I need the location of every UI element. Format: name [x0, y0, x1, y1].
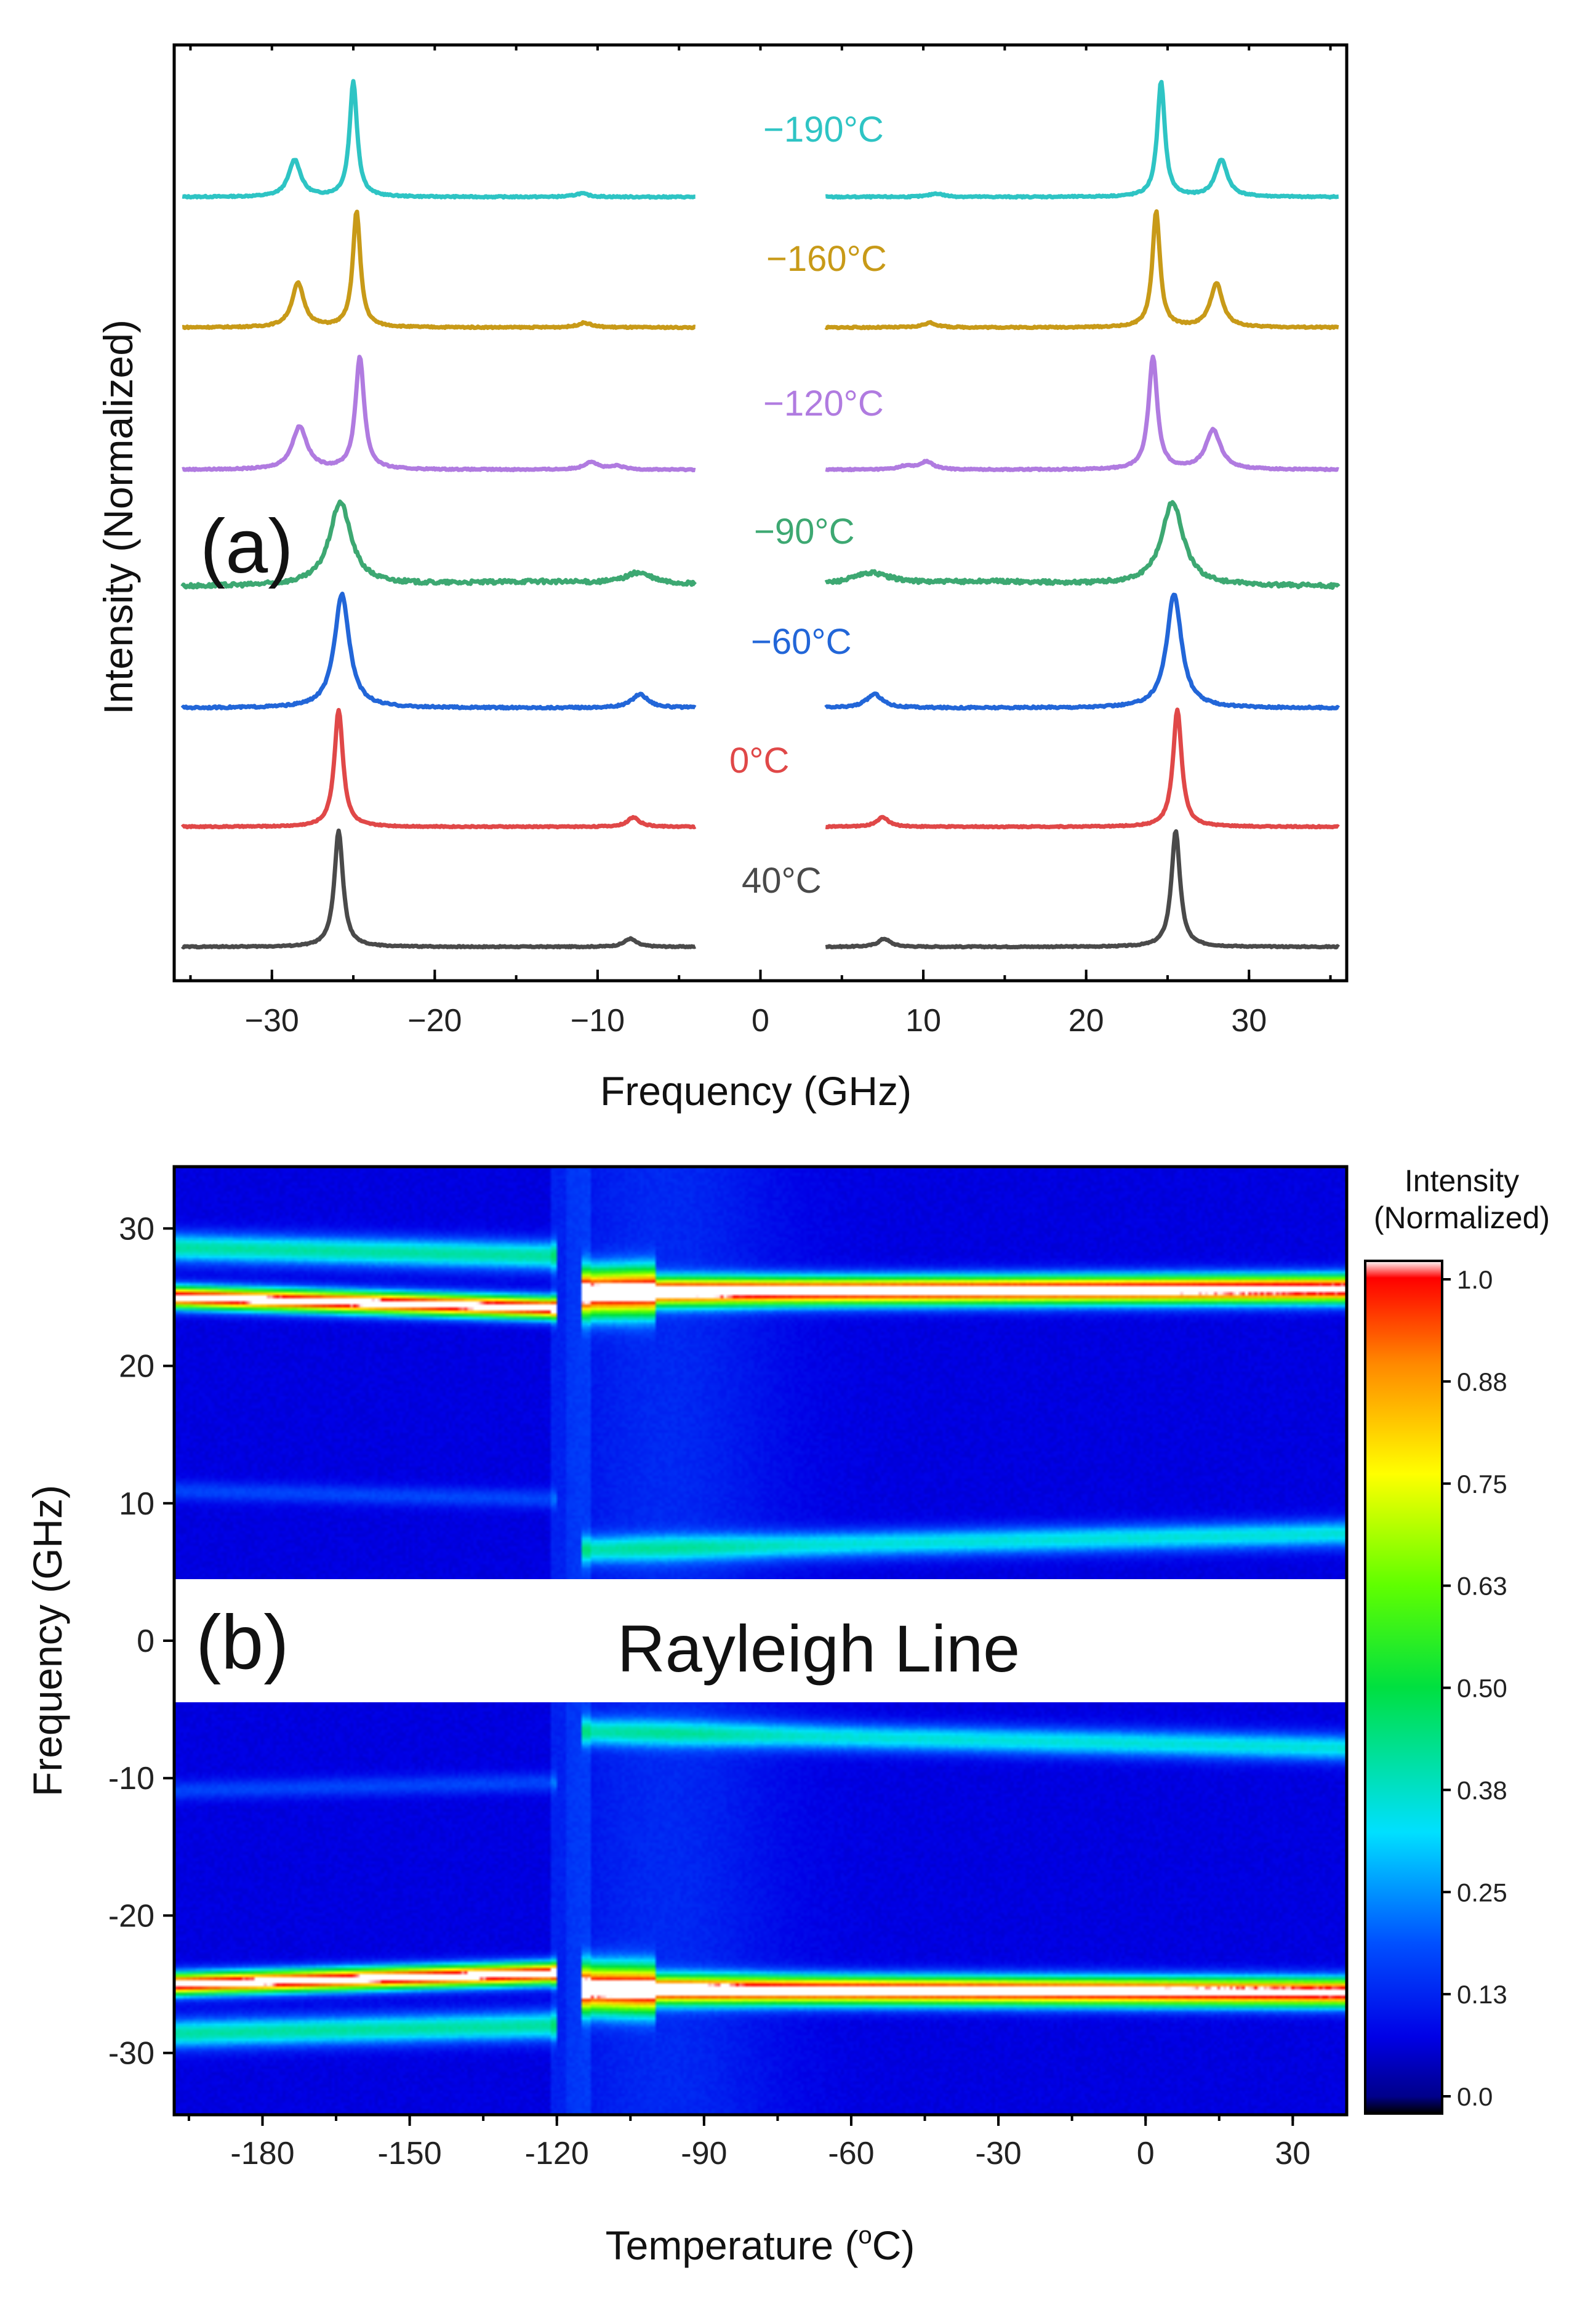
spectra-x-tick-label: −30	[245, 1003, 299, 1039]
colorbar-tick-label: 0.38	[1457, 1776, 1507, 1804]
colorbar-tick-label: 0.0	[1457, 2082, 1493, 2111]
colorbar	[1364, 1260, 1443, 2115]
spectrum-line-5-right	[824, 707, 1340, 830]
heatmap-x-axis-label: Temperature (oC)	[606, 2222, 915, 2268]
heatmap-y-tick-label: -30	[108, 2036, 154, 2072]
heatmap-x-tick-label: 30	[1275, 2136, 1310, 2171]
colorbar-tick-label: 0.13	[1457, 1980, 1507, 2009]
spectrum-line-2-right	[824, 354, 1340, 473]
heatmap-y-tick-label: 0	[137, 1623, 154, 1659]
spectra-x-tick-label: −10	[571, 1003, 625, 1039]
heatmap-y-tick-label: 30	[119, 1211, 154, 1247]
spectra-x-tick-label: 0	[752, 1003, 769, 1039]
spectrum-line-4-left	[180, 592, 697, 711]
spectra-x-ticks: −30 −20 −10 0 10 20 30	[189, 45, 1332, 1039]
temperature-label-4: −60°C	[751, 622, 851, 662]
heatmap-chart: Rayleigh Line (b) -180 -150 -120 -90 -60 -30 0…	[25, 1164, 1550, 2268]
spectra-x-tick-label: 20	[1069, 1003, 1104, 1039]
heatmap-x-tick-label: -60	[828, 2136, 874, 2171]
colorbar-tick-label: 0.25	[1457, 1878, 1507, 1907]
colorbar-tick-label: 0.63	[1457, 1572, 1507, 1601]
panel-b-label: (b)	[196, 1600, 289, 1685]
colorbar-tick-label: 0.88	[1457, 1367, 1507, 1396]
spectrum-line-4-right	[824, 592, 1341, 711]
heatmap-y-tick-label: 10	[119, 1486, 154, 1522]
temperature-label-1: −160°C	[766, 239, 887, 279]
spectrum-line-0-left	[181, 79, 697, 200]
heatmap-x-tick-label: -150	[378, 2136, 442, 2171]
colorbar-tick-label: 0.50	[1457, 1674, 1507, 1703]
colorbar-tick-label: 1.0	[1457, 1265, 1493, 1294]
panel-a-label: (a)	[200, 504, 294, 589]
rayleigh-mask	[174, 1579, 1347, 1702]
heatmap-axis-ticks: -180 -150 -120 -90 -60 -30 0 30 30 20 10 0 -10 -20 -30	[108, 1211, 1310, 2171]
colorbar-title: Intensity (Normalized)	[1374, 1164, 1550, 1235]
heatmap-y-tick-label: -20	[108, 1898, 154, 1934]
spectra-x-tick-label: −20	[407, 1003, 462, 1039]
spectrum-line-3-left	[180, 499, 697, 590]
heatmap-x-tick-label: -180	[230, 2136, 294, 2171]
spectra-chart: −30 −20 −10 0 10 20 30 −190°C −160°C −120°C −90°C…	[95, 43, 1349, 1114]
spectra-lines	[180, 79, 1341, 950]
spectra-y-axis-label: Intensity (Normalized)	[95, 320, 141, 715]
temperature-label-2: −120°C	[763, 384, 884, 424]
heatmap-x-tick-label: -120	[525, 2136, 589, 2171]
rayleigh-line-label: Rayleigh Line	[617, 1611, 1020, 1686]
spectrum-line-0-right	[824, 79, 1340, 200]
spectrum-line-1-right	[824, 209, 1340, 331]
heatmap-y-axis-label: Frequency (GHz)	[25, 1485, 70, 1796]
spectra-x-tick-label: 10	[905, 1003, 941, 1039]
spectrum-line-6-left	[181, 828, 697, 950]
temperature-label-5: 0°C	[729, 741, 789, 781]
colorbar-tick-label: 0.75	[1457, 1470, 1507, 1498]
heatmap-x-tick-label: -30	[976, 2136, 1022, 2171]
spectra-x-tick-label: 30	[1231, 1003, 1267, 1039]
spectra-temperature-labels: −190°C −160°C −120°C −90°C −60°C 0°C 40°C	[729, 110, 887, 901]
colorbar-ticks: 1.0 0.88 0.75 0.63 0.50 0.38 0.25 0.13 0.0	[1442, 1265, 1507, 2111]
spectrum-line-5-left	[180, 707, 697, 830]
spectra-x-axis-label: Frequency (GHz)	[600, 1068, 912, 1114]
heatmap-y-tick-label: 20	[119, 1349, 154, 1385]
temperature-label-3: −90°C	[754, 512, 854, 552]
spectrum-line-6-right	[824, 829, 1341, 950]
heatmap-x-tick-label: -90	[681, 2136, 727, 2171]
spectrum-line-3-right	[824, 500, 1341, 590]
temperature-label-0: −190°C	[763, 110, 884, 150]
heatmap-x-tick-label: 0	[1137, 2136, 1155, 2171]
spectrum-line-2-left	[181, 355, 697, 473]
temperature-label-6: 40°C	[742, 861, 822, 901]
spectrum-line-1-left	[181, 209, 697, 331]
heatmap-y-tick-label: -10	[108, 1761, 154, 1796]
